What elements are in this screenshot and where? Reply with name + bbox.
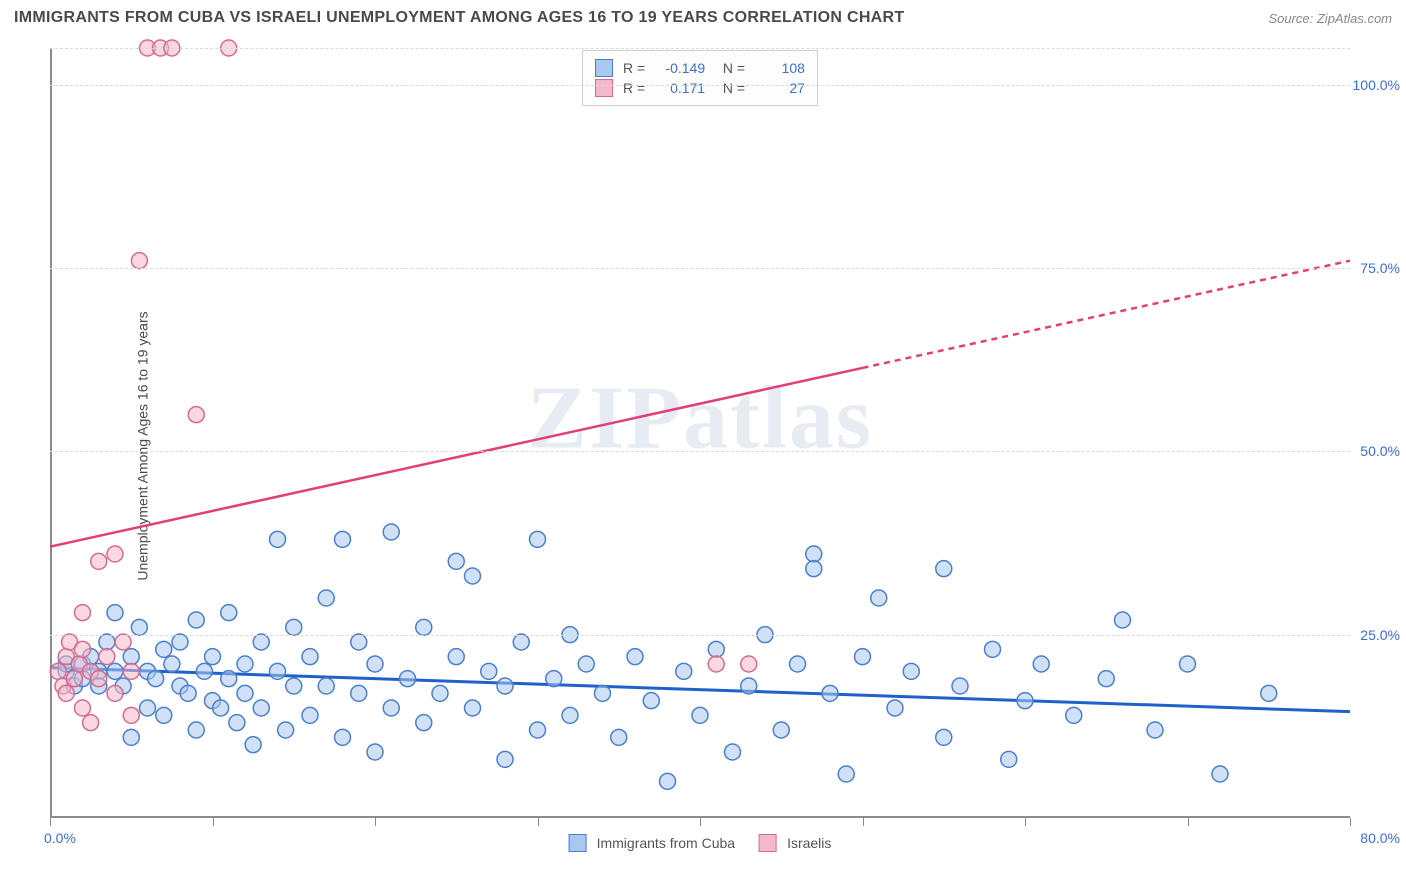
stats-legend: R = -0.149 N = 108 R = 0.171 N = 27: [582, 50, 818, 106]
plot-area: ZIPatlas R = -0.149 N = 108 R = 0.171 N …: [50, 48, 1350, 818]
series-legend: Immigrants from Cuba Israelis: [569, 832, 832, 854]
x-tick: [1188, 818, 1189, 826]
legend-label-israelis: Israelis: [787, 835, 831, 851]
r-value-cuba: -0.149: [659, 60, 705, 76]
y-tick-label: 75.0%: [1360, 260, 1400, 276]
stats-row-cuba: R = -0.149 N = 108: [595, 59, 805, 77]
swatch-cuba: [595, 59, 613, 77]
n-value-cuba: 108: [759, 60, 805, 76]
r-value-israelis: 0.171: [659, 80, 705, 96]
stats-row-israelis: R = 0.171 N = 27: [595, 79, 805, 97]
swatch-israelis-bottom: [759, 834, 777, 852]
y-tick-label: 100.0%: [1353, 77, 1400, 93]
y-tick-label: 25.0%: [1360, 627, 1400, 643]
n-value-israelis: 27: [759, 80, 805, 96]
x-tick: [1350, 818, 1351, 826]
gridline: [50, 635, 1350, 636]
legend-label-cuba: Immigrants from Cuba: [597, 835, 735, 851]
legend-item-israelis: Israelis: [759, 834, 831, 852]
chart-svg: [50, 48, 1350, 818]
gridline: [50, 85, 1350, 86]
swatch-israelis: [595, 79, 613, 97]
x-tick-label: 80.0%: [1360, 830, 1400, 846]
header-bar: IMMIGRANTS FROM CUBA VS ISRAELI UNEMPLOY…: [0, 0, 1406, 36]
chart-title: IMMIGRANTS FROM CUBA VS ISRAELI UNEMPLOY…: [14, 9, 904, 27]
x-tick: [700, 818, 701, 826]
x-tick: [213, 818, 214, 826]
x-tick: [863, 818, 864, 826]
x-tick: [375, 818, 376, 826]
gridline: [50, 268, 1350, 269]
y-tick-label: 50.0%: [1360, 443, 1400, 459]
x-tick: [50, 818, 51, 826]
legend-item-cuba: Immigrants from Cuba: [569, 834, 735, 852]
gridline: [50, 451, 1350, 452]
source-attribution: Source: ZipAtlas.com: [1268, 11, 1392, 26]
swatch-cuba-bottom: [569, 834, 587, 852]
x-tick: [538, 818, 539, 826]
gridline: [50, 48, 1350, 49]
x-tick: [1025, 818, 1026, 826]
x-tick-label: 0.0%: [44, 830, 76, 846]
